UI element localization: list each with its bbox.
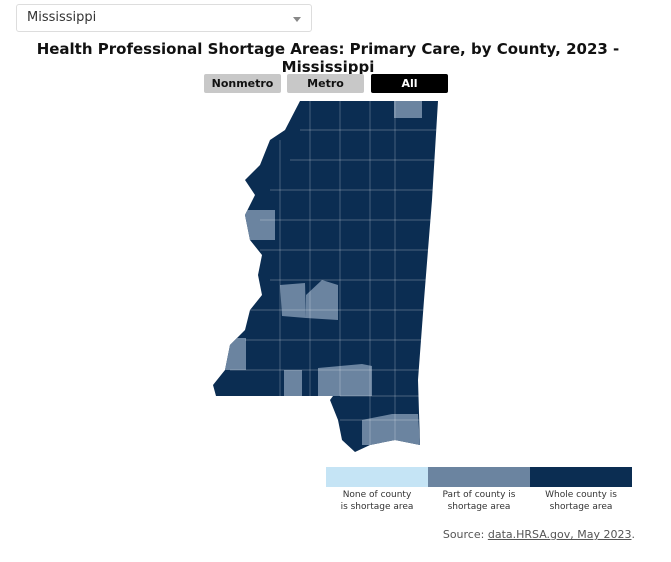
- filter-button[interactable]: Metro: [287, 74, 364, 93]
- legend-label: Part of county is shortage area: [442, 490, 516, 512]
- source: Source: data.HRSA.gov, May 2023.: [443, 528, 635, 541]
- partial-counties: [222, 101, 422, 445]
- legend-swatch: [530, 467, 632, 487]
- state-map: [213, 101, 438, 452]
- source-link[interactable]: data.HRSA.gov, May 2023: [487, 528, 632, 541]
- source-suffix: .: [631, 528, 636, 541]
- legend-swatch: [428, 467, 530, 487]
- title: Health Professional Shortage Areas: Prim…: [36, 40, 620, 76]
- legend-label: None of county is shortage area: [340, 490, 414, 512]
- filter-button[interactable]: All: [371, 74, 448, 93]
- state-dropdown[interactable]: Mississippi: [16, 4, 312, 32]
- whole-county-area: [213, 101, 438, 452]
- source-prefix: Source:: [442, 528, 485, 541]
- county-lines: [230, 101, 438, 445]
- legend-swatch: [326, 467, 428, 487]
- dropdown-value: Mississippi: [27, 10, 97, 25]
- filter-button[interactable]: Nonmetro: [204, 74, 281, 93]
- legend-label: Whole county is shortage area: [545, 490, 617, 512]
- caret: [293, 17, 301, 22]
